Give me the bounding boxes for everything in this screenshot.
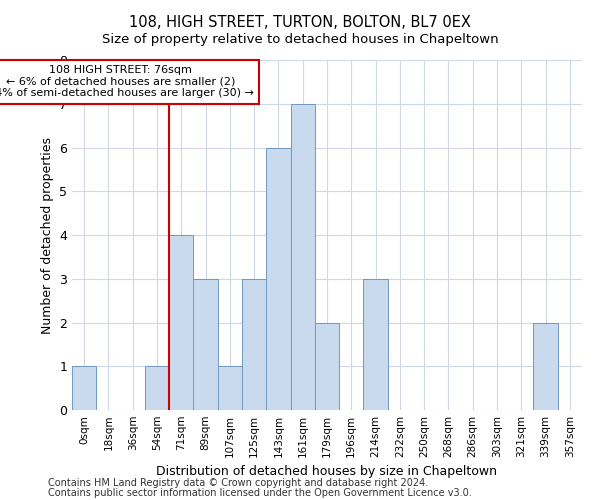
Bar	[72, 366, 96, 410]
Bar	[242, 279, 266, 410]
Y-axis label: Number of detached properties: Number of detached properties	[41, 136, 53, 334]
Text: Size of property relative to detached houses in Chapeltown: Size of property relative to detached ho…	[101, 32, 499, 46]
Bar	[364, 279, 388, 410]
X-axis label: Distribution of detached houses by size in Chapeltown: Distribution of detached houses by size …	[157, 466, 497, 478]
Bar	[169, 235, 193, 410]
Bar	[533, 322, 558, 410]
Text: 108 HIGH STREET: 76sqm
← 6% of detached houses are smaller (2)
94% of semi-detac: 108 HIGH STREET: 76sqm ← 6% of detached …	[0, 66, 254, 98]
Bar	[315, 322, 339, 410]
Bar	[193, 279, 218, 410]
Bar	[145, 366, 169, 410]
Text: Contains public sector information licensed under the Open Government Licence v3: Contains public sector information licen…	[48, 488, 472, 498]
Text: Contains HM Land Registry data © Crown copyright and database right 2024.: Contains HM Land Registry data © Crown c…	[48, 478, 428, 488]
Bar	[266, 148, 290, 410]
Text: 108, HIGH STREET, TURTON, BOLTON, BL7 0EX: 108, HIGH STREET, TURTON, BOLTON, BL7 0E…	[129, 15, 471, 30]
Bar	[218, 366, 242, 410]
Bar	[290, 104, 315, 410]
